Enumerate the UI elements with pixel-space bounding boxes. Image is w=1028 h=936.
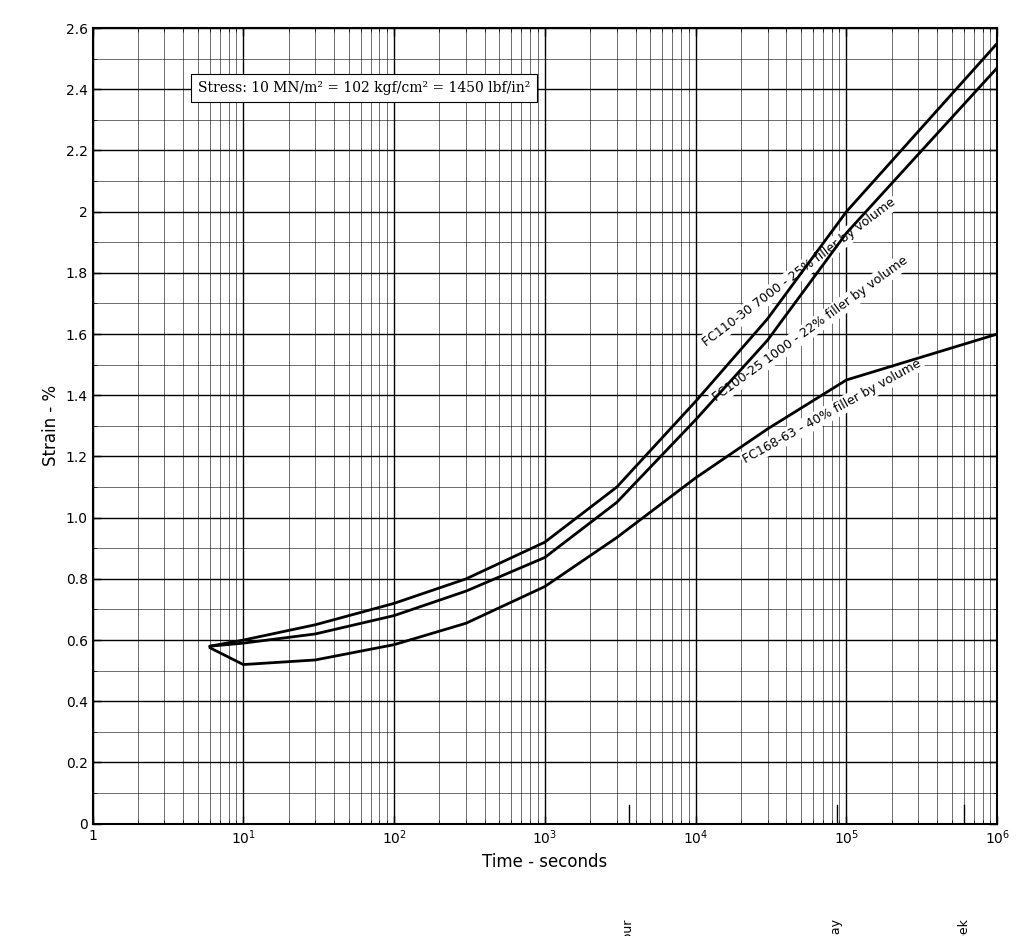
Text: 1 week: 1 week xyxy=(958,919,970,936)
Text: FC168-63 - 40% filler by volume: FC168-63 - 40% filler by volume xyxy=(741,357,923,466)
X-axis label: Time - seconds: Time - seconds xyxy=(482,853,608,870)
Text: 1 day: 1 day xyxy=(831,919,843,936)
Text: Stress: 10 MN/m² = 102 kgf/cm² = 1450 lbf/in²: Stress: 10 MN/m² = 102 kgf/cm² = 1450 lb… xyxy=(197,80,530,95)
Text: FC110-30 7000 - 25% filler by volume: FC110-30 7000 - 25% filler by volume xyxy=(700,196,897,349)
Text: 1 hour: 1 hour xyxy=(622,919,635,936)
Y-axis label: Strain - %: Strain - % xyxy=(42,386,60,466)
Text: FC100-25 1000 - 22% filler by volume: FC100-25 1000 - 22% filler by volume xyxy=(710,255,910,404)
